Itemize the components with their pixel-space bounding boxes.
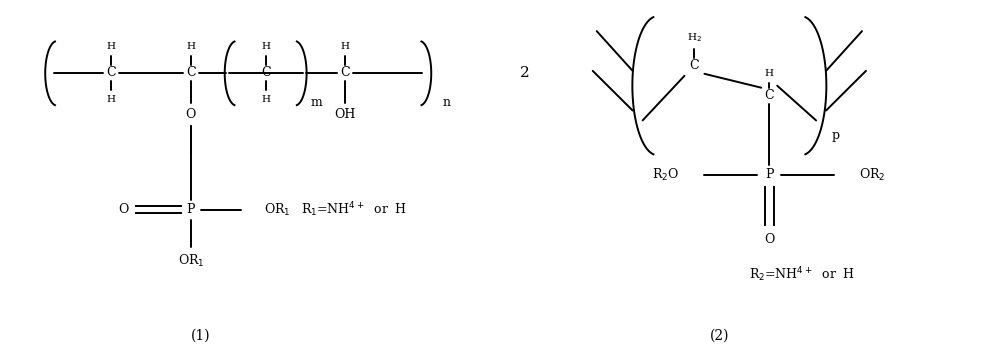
Text: p: p <box>832 129 840 142</box>
Text: (1): (1) <box>191 329 211 343</box>
Text: H: H <box>261 95 270 104</box>
Text: O: O <box>118 203 128 216</box>
Text: m: m <box>311 96 322 109</box>
Text: H: H <box>341 42 350 50</box>
Text: 2: 2 <box>520 66 530 80</box>
Text: P: P <box>187 203 195 216</box>
Text: C: C <box>186 66 196 79</box>
Text: OR$_1$: OR$_1$ <box>264 202 290 218</box>
Text: R$_2$=NH$^{4+}$  or  H: R$_2$=NH$^{4+}$ or H <box>749 265 856 284</box>
Text: R$_1$=NH$^{4+}$  or  H: R$_1$=NH$^{4+}$ or H <box>301 200 407 219</box>
Text: C: C <box>106 66 116 79</box>
Text: (2): (2) <box>710 329 729 343</box>
Text: C: C <box>690 60 699 72</box>
Text: H: H <box>107 42 116 50</box>
Text: H: H <box>261 42 270 50</box>
Text: H: H <box>186 42 195 50</box>
Text: H: H <box>107 95 116 104</box>
Text: OR$_1$: OR$_1$ <box>178 253 204 270</box>
Text: P: P <box>765 168 774 182</box>
Text: H$_2$: H$_2$ <box>687 32 702 44</box>
Text: O: O <box>186 108 196 121</box>
Text: O: O <box>764 233 774 246</box>
Text: C: C <box>764 89 774 102</box>
Text: C: C <box>261 66 270 79</box>
Text: C: C <box>341 66 350 79</box>
Text: H: H <box>765 69 774 78</box>
Text: R$_2$O: R$_2$O <box>652 167 680 183</box>
Text: n: n <box>442 96 450 109</box>
Text: OR$_2$: OR$_2$ <box>859 167 885 183</box>
Text: OH: OH <box>335 108 356 121</box>
